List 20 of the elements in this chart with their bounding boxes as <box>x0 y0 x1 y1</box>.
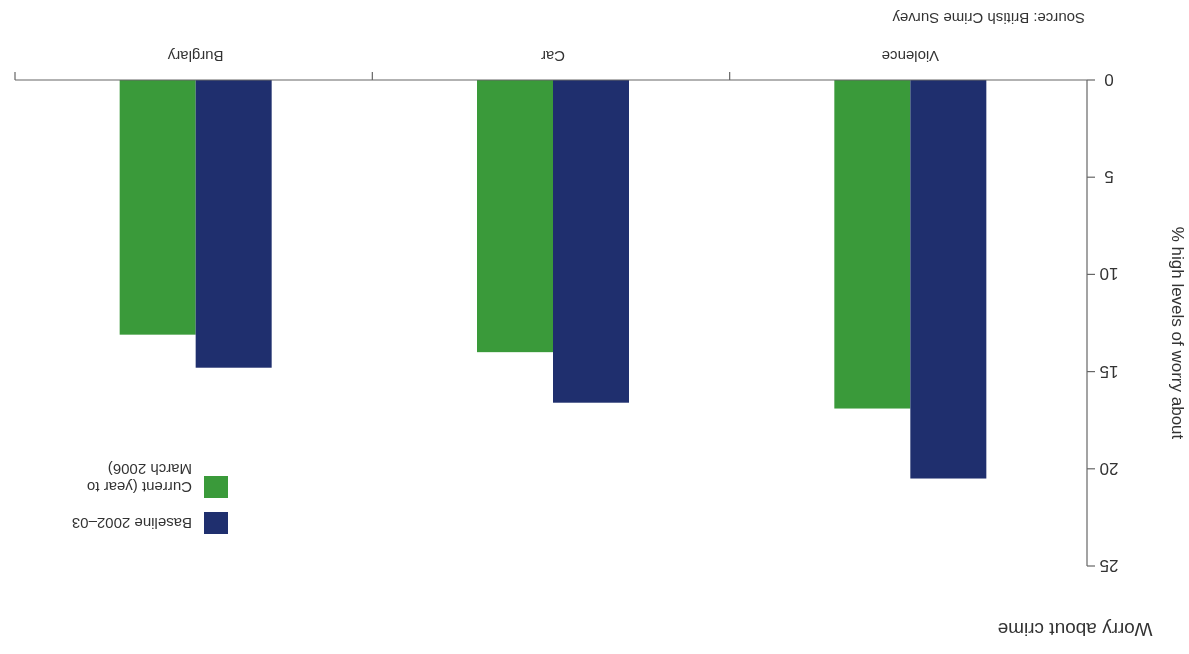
bar <box>910 80 987 479</box>
y-tick-label: 10 <box>1099 264 1119 284</box>
source-note: Source: British Crime Survey <box>891 9 1085 27</box>
bar <box>553 80 629 403</box>
y-axis-title: % high levels of worry about <box>1168 226 1188 440</box>
legend-label: Baseline 2002–03 <box>71 514 192 532</box>
bar <box>834 80 911 409</box>
x-tick-label: Violence <box>881 47 939 65</box>
bar <box>195 80 272 368</box>
y-tick-label: 25 <box>1099 556 1119 576</box>
bar <box>477 80 553 353</box>
bar <box>119 80 196 335</box>
y-tick-label: 15 <box>1099 361 1119 381</box>
legend-label: Current (year to March 2006) <box>86 460 192 496</box>
y-tick-label: 0 <box>1104 70 1114 90</box>
x-tick-label: Burglary <box>167 47 224 65</box>
text: Worry about crime <box>997 619 1153 641</box>
y-tick-label: 20 <box>1099 458 1119 478</box>
y-tick-label: 5 <box>1104 167 1114 187</box>
x-tick-label: Car <box>540 47 566 65</box>
